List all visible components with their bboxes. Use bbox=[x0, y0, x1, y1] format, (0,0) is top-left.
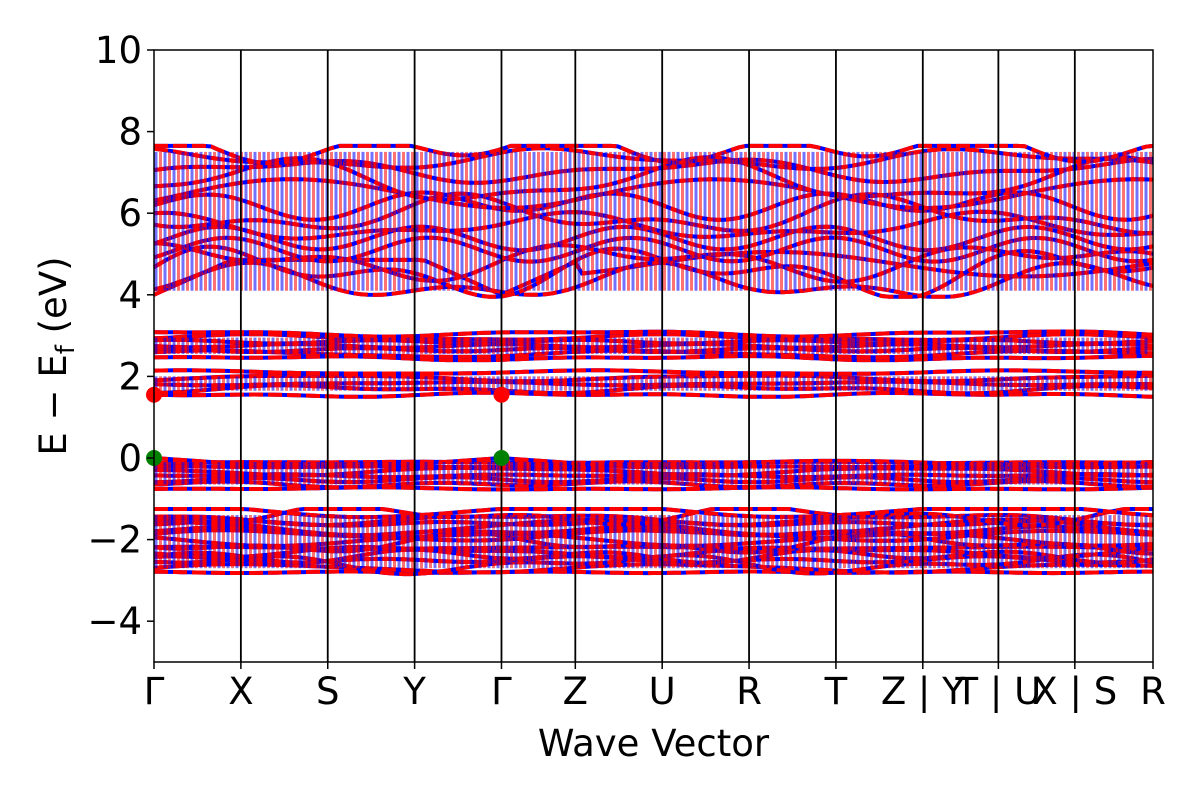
spin-up-band bbox=[153, 235, 1154, 264]
vbm-marker bbox=[493, 450, 510, 466]
spin-up-band bbox=[154, 507, 1154, 520]
spin-up-band bbox=[153, 337, 1154, 346]
kpoint-label: Z | Y bbox=[881, 670, 965, 713]
spin-up-band bbox=[153, 190, 1154, 222]
spin-up-band bbox=[153, 456, 1154, 467]
kpoint-label: S bbox=[316, 670, 340, 713]
kpoint-label: Γ bbox=[144, 670, 165, 713]
kpoint-label: Z bbox=[563, 670, 588, 713]
spin-up-band bbox=[153, 332, 1154, 342]
spin-up-band bbox=[153, 466, 1154, 478]
spin-up-band bbox=[153, 513, 1154, 527]
spin-up-band bbox=[153, 562, 1154, 575]
spin-up-band bbox=[153, 544, 1154, 551]
spin-up-band bbox=[153, 479, 1153, 490]
cbm-marker bbox=[493, 386, 510, 403]
spin-up-band bbox=[153, 373, 1154, 384]
spin-up-band bbox=[153, 459, 1153, 465]
x-axis: Γ X S Y Γ Z U R T Z | YT | UX | S R bbox=[144, 662, 1166, 713]
y-axis-title-subscript: f bbox=[51, 344, 81, 354]
spin-up-band bbox=[153, 569, 1153, 576]
spin-up-band bbox=[153, 485, 1154, 492]
spin-up-band bbox=[154, 464, 1153, 470]
spin-up-band bbox=[153, 345, 1154, 354]
kpoint-label: R bbox=[1140, 670, 1166, 713]
spin-up-band bbox=[153, 531, 1154, 548]
spin-up-band bbox=[153, 554, 1154, 566]
spin-up-band bbox=[153, 209, 1154, 241]
spin-up-band bbox=[153, 475, 1154, 485]
spin-up-band bbox=[153, 507, 1153, 528]
spin-up-band bbox=[153, 390, 1154, 399]
kpoint-label: X | S bbox=[1032, 670, 1117, 713]
spin-up-band bbox=[153, 544, 1154, 560]
spin-up-band bbox=[152, 244, 1154, 299]
spin-up-band bbox=[153, 329, 1154, 339]
kpoint-label: Y bbox=[402, 670, 426, 713]
spin-up-band bbox=[153, 177, 1154, 210]
y-tick-label: 0 bbox=[118, 437, 142, 480]
spin-up-band bbox=[153, 353, 1154, 363]
y-tick-label: 8 bbox=[118, 111, 142, 154]
y-axis: −4 −2 0 2 4 6 8 10 bbox=[87, 29, 154, 643]
spin-up-band bbox=[153, 156, 1154, 185]
spin-up-band bbox=[153, 260, 1154, 299]
band-lines bbox=[152, 143, 1154, 577]
y-tick-label: −4 bbox=[87, 600, 142, 643]
kpoint-label: Γ bbox=[491, 670, 512, 713]
kpoint-label: R bbox=[736, 670, 762, 713]
y-axis-title-unit: (eV) bbox=[32, 256, 75, 345]
y-tick-label: 4 bbox=[118, 274, 142, 317]
spin-up-band bbox=[153, 341, 1154, 350]
kpoint-separators bbox=[239, 50, 1076, 662]
spin-up-band bbox=[153, 368, 1154, 376]
kpoint-label: U bbox=[649, 670, 676, 713]
spin-up-band bbox=[153, 524, 1154, 538]
kpoint-label: T bbox=[824, 670, 848, 713]
spin-up-band bbox=[153, 528, 1154, 543]
spin-down-band bbox=[153, 191, 1154, 236]
y-tick-label: 6 bbox=[118, 192, 142, 235]
y-tick-label: 2 bbox=[118, 355, 142, 398]
y-tick-label: 10 bbox=[95, 29, 142, 72]
plot-frame bbox=[153, 49, 1154, 663]
x-axis-title: Wave Vector bbox=[538, 722, 770, 765]
spin-up-band bbox=[153, 379, 1153, 388]
y-axis-title: E − Ef (eV) bbox=[32, 256, 81, 455]
y-tick-label: −2 bbox=[87, 519, 142, 562]
y-axis-title-main: E − E bbox=[32, 354, 75, 455]
kpoint-label: T | U bbox=[955, 670, 1042, 713]
spin-up-band bbox=[154, 143, 1154, 166]
kpoint-label: X bbox=[228, 670, 253, 713]
